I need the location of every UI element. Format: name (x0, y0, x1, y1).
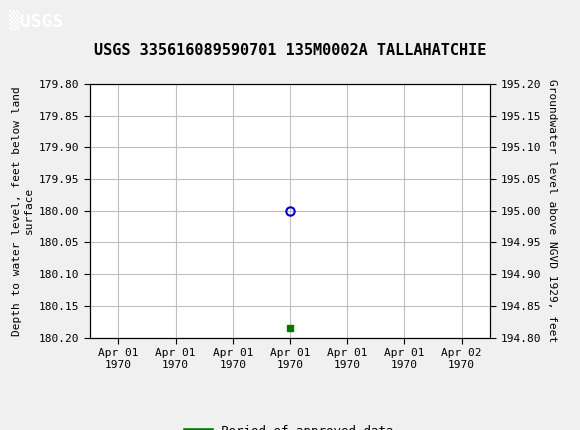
Y-axis label: Depth to water level, feet below land
surface: Depth to water level, feet below land su… (12, 86, 34, 335)
Y-axis label: Groundwater level above NGVD 1929, feet: Groundwater level above NGVD 1929, feet (546, 79, 557, 342)
Legend: Period of approved data: Period of approved data (181, 420, 399, 430)
Text: ▒USGS: ▒USGS (9, 10, 63, 31)
Text: USGS 335616089590701 135M0002A TALLAHATCHIE: USGS 335616089590701 135M0002A TALLAHATC… (94, 43, 486, 58)
